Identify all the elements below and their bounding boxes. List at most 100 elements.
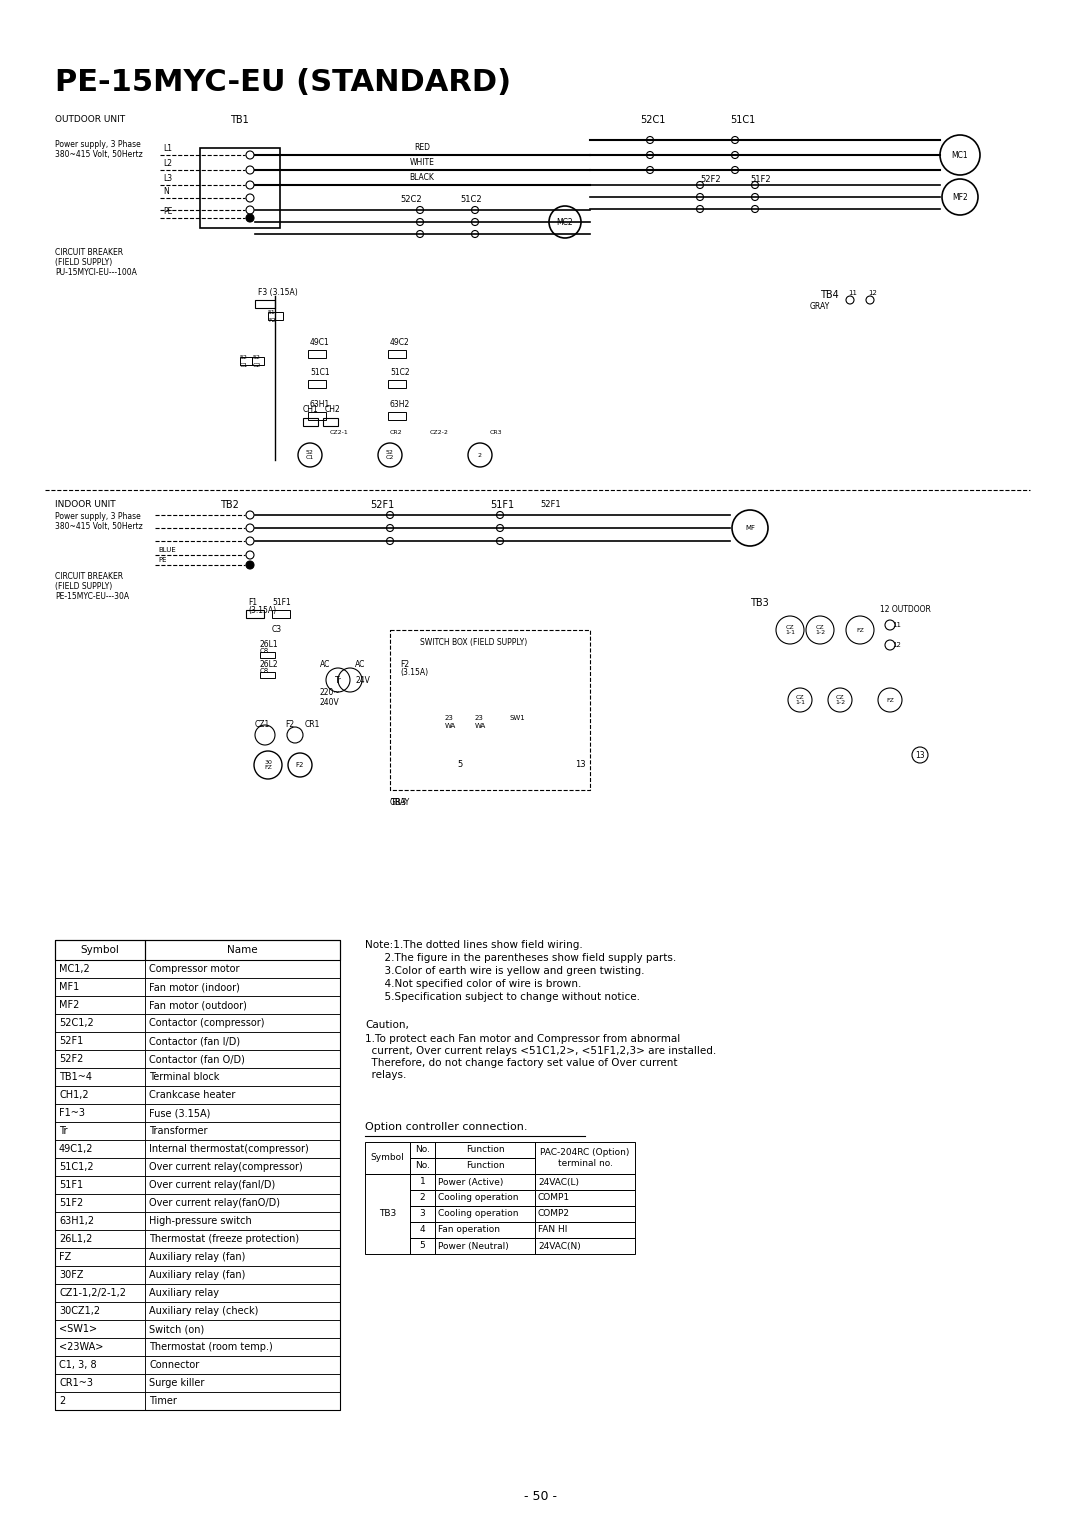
Text: (3.15A): (3.15A): [400, 668, 428, 677]
Text: F1: F1: [248, 597, 257, 607]
Text: <SW1>: <SW1>: [59, 1323, 97, 1334]
Text: 12 OUTDOOR: 12 OUTDOOR: [880, 605, 931, 614]
Bar: [145, 1122, 340, 1140]
Text: Power (Neutral): Power (Neutral): [438, 1241, 509, 1250]
Bar: [145, 1355, 340, 1374]
Text: Function: Function: [465, 1146, 504, 1155]
Text: 3: 3: [420, 1210, 426, 1218]
Text: N: N: [163, 186, 168, 196]
Text: PE: PE: [163, 206, 173, 215]
Bar: [55, 1193, 145, 1212]
Text: 2: 2: [420, 1193, 426, 1203]
Text: SWITCH BOX (FIELD SUPPLY): SWITCH BOX (FIELD SUPPLY): [420, 639, 527, 646]
Bar: [55, 940, 340, 1410]
Text: F2: F2: [296, 762, 305, 769]
Text: 13: 13: [915, 750, 924, 759]
Text: TB2: TB2: [220, 500, 239, 510]
Bar: [55, 940, 145, 960]
Bar: [145, 1302, 340, 1320]
Text: Thermostat (room temp.): Thermostat (room temp.): [149, 1342, 273, 1352]
Text: Contactor (fan O/D): Contactor (fan O/D): [149, 1054, 245, 1063]
Text: PE-15MYC-EU (STANDARD): PE-15MYC-EU (STANDARD): [55, 69, 511, 96]
Text: C2: C2: [253, 364, 261, 368]
Bar: [55, 960, 145, 978]
Text: 4.Not specified color of wire is brown.: 4.Not specified color of wire is brown.: [365, 979, 581, 989]
Bar: [303, 419, 318, 426]
Text: CZ
1-1: CZ 1-1: [785, 625, 795, 636]
Text: Name: Name: [227, 944, 258, 955]
Text: TB3: TB3: [390, 798, 406, 807]
Text: 240V: 240V: [320, 698, 340, 707]
Text: Auxiliary relay (fan): Auxiliary relay (fan): [149, 1270, 245, 1280]
Text: BLUE: BLUE: [158, 547, 176, 553]
Bar: [55, 1105, 145, 1122]
Text: 12: 12: [868, 290, 877, 296]
Text: MF: MF: [745, 526, 755, 532]
Bar: [410, 1174, 435, 1190]
Bar: [55, 1392, 145, 1410]
Bar: [388, 413, 406, 420]
Text: 26L1,2: 26L1,2: [59, 1235, 93, 1244]
Bar: [435, 1238, 535, 1254]
Text: SW1: SW1: [510, 715, 526, 721]
Text: Fuse (3.15A): Fuse (3.15A): [149, 1108, 211, 1118]
Bar: [145, 1015, 340, 1031]
Text: 51F1: 51F1: [59, 1180, 83, 1190]
Bar: [55, 1140, 145, 1158]
Text: Internal thermostat(compressor): Internal thermostat(compressor): [149, 1144, 309, 1154]
Text: CH1,2: CH1,2: [59, 1089, 89, 1100]
Text: Terminal block: Terminal block: [149, 1073, 219, 1082]
Bar: [535, 1190, 635, 1206]
Text: Symbol: Symbol: [370, 1154, 404, 1163]
Text: Over current relay(fanO/D): Over current relay(fanO/D): [149, 1198, 280, 1209]
Text: 63H1: 63H1: [310, 400, 330, 410]
Text: current, Over current relays <51C1,2>, <51F1,2,3> are installed.: current, Over current relays <51C1,2>, <…: [365, 1047, 716, 1056]
Text: CZ
1-2: CZ 1-2: [835, 695, 845, 706]
Bar: [260, 652, 275, 659]
Text: COMP1: COMP1: [538, 1193, 570, 1203]
Bar: [145, 1193, 340, 1212]
Text: C8: C8: [260, 668, 269, 674]
Text: 23: 23: [475, 715, 484, 721]
Bar: [388, 380, 406, 388]
Bar: [435, 1222, 535, 1238]
Text: 52
C1: 52 C1: [306, 449, 314, 460]
Text: 51C1: 51C1: [310, 368, 329, 377]
Text: 2: 2: [59, 1397, 65, 1406]
Bar: [145, 1105, 340, 1122]
Text: F2: F2: [285, 720, 294, 729]
Bar: [308, 413, 326, 420]
Bar: [535, 1141, 635, 1174]
Text: 63H2: 63H2: [390, 400, 410, 410]
Text: 51C2: 51C2: [390, 368, 409, 377]
Text: Symbol: Symbol: [81, 944, 120, 955]
Text: MC2: MC2: [556, 217, 573, 226]
Bar: [55, 1050, 145, 1068]
Bar: [435, 1174, 535, 1190]
Text: 52
C2: 52 C2: [386, 449, 394, 460]
Text: PE-15MYC-EU---30A: PE-15MYC-EU---30A: [55, 591, 130, 601]
Text: 52F1: 52F1: [540, 500, 561, 509]
Text: 5: 5: [420, 1241, 426, 1250]
Text: F2: F2: [400, 660, 409, 669]
Text: BLACK: BLACK: [409, 173, 434, 182]
Bar: [535, 1222, 635, 1238]
Bar: [145, 1140, 340, 1158]
Bar: [535, 1206, 635, 1222]
Bar: [435, 1206, 535, 1222]
Bar: [145, 1158, 340, 1177]
Text: 1: 1: [420, 1178, 426, 1187]
Text: MC1,2: MC1,2: [59, 964, 90, 973]
Text: 5.Specification subject to change without notice.: 5.Specification subject to change withou…: [365, 992, 640, 1002]
Text: TB3: TB3: [750, 597, 769, 608]
Bar: [55, 1302, 145, 1320]
Text: No.: No.: [415, 1146, 430, 1155]
Text: 12: 12: [892, 642, 901, 648]
Text: Power supply, 3 Phase: Power supply, 3 Phase: [55, 141, 140, 150]
Bar: [272, 610, 291, 617]
Text: 220~: 220~: [320, 688, 341, 697]
Bar: [55, 1374, 145, 1392]
Text: 52C2: 52C2: [400, 196, 421, 205]
Bar: [55, 1015, 145, 1031]
Bar: [365, 1174, 410, 1254]
